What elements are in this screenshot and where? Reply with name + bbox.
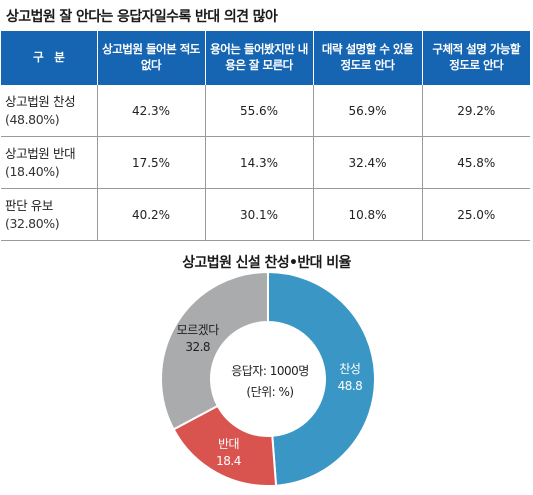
page-title: 상고법원 잘 안다는 응답자일수록 반대 의견 많아 [6, 9, 278, 25]
table-cell: 40.2% [96, 188, 205, 241]
header-heard-term: 용어는 들어봤지만 내용은 잘 모른다 [204, 31, 313, 85]
slice-label: 모르겠다 [177, 323, 220, 337]
row-label-sub: (32.80%) [5, 215, 60, 231]
row-label: 상고법원 반대 (18.40%) [1, 136, 97, 189]
header-can-explain-roughly: 대략 설명할 수 있을 정도로 안다 [312, 31, 422, 85]
chart-title: 상고법원 신설 찬성•반대 비율 [182, 255, 351, 271]
table-cell: 17.5% [96, 136, 205, 189]
table-cell: 25.0% [421, 188, 530, 241]
row-label-text: 상고법원 찬성 [5, 94, 76, 109]
center-respondents: 응답자: 1000명 [231, 364, 309, 378]
table-cell: 29.2% [421, 85, 530, 137]
row-label: 판단 유보 (32.80%) [1, 188, 97, 241]
table-cell: 30.1% [204, 188, 313, 241]
table-cell: 56.9% [312, 85, 422, 137]
table-cell: 14.3% [204, 136, 313, 189]
header-category: 구 분 [1, 31, 97, 85]
row-label: 상고법원 찬성 (48.80%) [1, 85, 97, 137]
row-label-sub: (48.80%) [5, 111, 60, 127]
table-row: 상고법원 찬성 (48.80%) 42.3% 55.6% 56.9% 29.2% [1, 85, 530, 137]
table-cell: 45.8% [421, 136, 530, 189]
table-cell: 55.6% [204, 85, 313, 137]
slice-value: 48.8 [338, 379, 363, 393]
table-row: 상고법원 반대 (18.40%) 17.5% 14.3% 32.4% 45.8% [1, 136, 530, 189]
center-unit: (단위: %) [246, 385, 293, 399]
row-label-text: 판단 유보 [5, 198, 53, 213]
header-never-heard: 상고법원 들어본 적도 없다 [96, 31, 205, 85]
row-label-text: 상고법원 반대 [5, 146, 76, 161]
table-cell: 32.4% [312, 136, 422, 189]
donut-slice-0 [267, 270, 376, 487]
slice-value: 32.8 [185, 340, 210, 354]
table-header-row: 구 분 상고법원 들어본 적도 없다 용어는 들어봤지만 내용은 잘 모른다 대… [1, 31, 530, 85]
slice-value: 18.4 [216, 454, 241, 468]
header-can-explain-specifically: 구체적 설명 가능할 정도로 안다 [421, 31, 530, 85]
table-cell: 10.8% [312, 188, 422, 241]
donut-slice-2 [160, 270, 269, 431]
survey-table: 구 분 상고법원 들어본 적도 없다 용어는 들어봤지만 내용은 잘 모른다 대… [1, 31, 530, 241]
slice-label: 찬성 [339, 361, 360, 376]
row-label-sub: (18.40%) [5, 163, 60, 179]
slice-label: 반대 [218, 437, 239, 451]
table-row: 판단 유보 (32.80%) 40.2% 30.1% 10.8% 25.0% [1, 188, 530, 241]
table-cell: 42.3% [96, 85, 205, 137]
